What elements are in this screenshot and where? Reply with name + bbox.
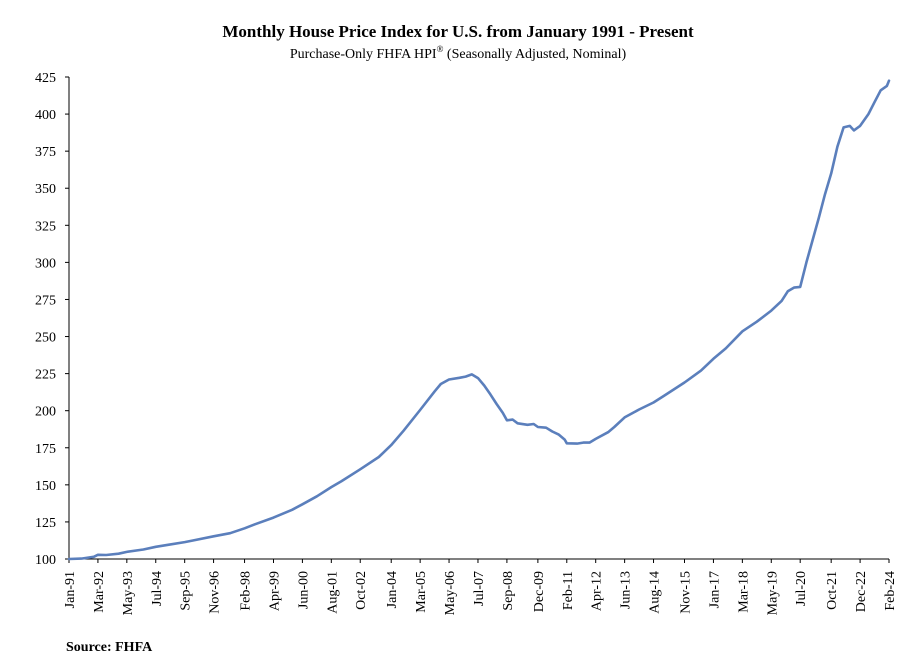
x-tick-label: Apr-99 (267, 571, 282, 611)
chart-subtitle-rest: (Seasonally Adjusted, Nominal) (443, 47, 626, 62)
y-tick-label: 400 (35, 108, 56, 123)
x-tick-label: Oct-21 (825, 571, 840, 610)
x-tick-label: Oct-02 (354, 571, 369, 610)
x-tick-label: Mar-18 (736, 571, 751, 613)
x-tick-label: Jul-07 (472, 571, 487, 606)
chart-title: Monthly House Price Index for U.S. from … (222, 22, 694, 41)
series-group (67, 79, 891, 561)
y-tick-label: 350 (35, 182, 56, 197)
x-tick-label: Dec-09 (532, 571, 547, 612)
x-axis: Jan-91 Mar-92 May-93 Jul-94 Sep-95 Nov-96 Feb-… (63, 558, 898, 615)
x-tick-label: Jan-04 (385, 571, 400, 608)
x-tick-label: Jun-00 (296, 571, 311, 609)
y-tick-label: 150 (35, 479, 56, 494)
y-tick-label: 175 (35, 442, 56, 457)
x-tick-label: Feb-11 (561, 571, 576, 610)
y-tick-label: 425 (35, 71, 56, 86)
x-tick-label: Feb-98 (239, 571, 254, 611)
x-tick-label: Jan-17 (707, 571, 722, 608)
y-tick-label: 225 (35, 368, 56, 383)
x-tick-label: Jul-94 (150, 571, 165, 606)
y-tick-label: 100 (35, 553, 56, 568)
x-tick-label: Aug-14 (648, 571, 663, 614)
chart-subtitle-sup: ® (437, 44, 444, 54)
x-tick-label: Aug-01 (325, 571, 340, 614)
x-tick-label: Jul-20 (794, 571, 809, 606)
y-tick-label: 325 (35, 219, 56, 234)
x-tick-label: Jun-13 (619, 571, 634, 609)
x-tick-label: Mar-05 (414, 571, 429, 613)
y-tick-label: 250 (35, 331, 56, 346)
x-tick-label: May-06 (443, 571, 458, 615)
x-tick-label: May-93 (121, 571, 136, 615)
x-tick-label: May-19 (765, 571, 780, 615)
x-tick-label: Feb-24 (883, 571, 898, 611)
source-note: Source: FHFA (66, 640, 153, 655)
y-tick-label: 300 (35, 256, 56, 271)
y-tick-label: 200 (35, 405, 56, 420)
y-axis: 100 125 150 175 200 225 250 275 300 325 350 375 400 4… (35, 71, 70, 568)
x-tick-label: Dec-22 (854, 571, 869, 612)
chart-subtitle-main: Purchase-Only FHFA HPI (290, 47, 437, 62)
series-line-hpi (67, 79, 891, 561)
chart-subtitle: Purchase-Only FHFA HPI® (Seasonally Adju… (290, 44, 627, 62)
x-tick-label: Jan-91 (63, 571, 78, 608)
x-tick-label: Apr-12 (590, 571, 605, 611)
y-tick-label: 375 (35, 145, 56, 160)
x-tick-label: Nov-15 (679, 571, 694, 614)
x-tick-label: Sep-08 (501, 571, 516, 611)
x-tick-label: Mar-92 (92, 571, 107, 613)
x-tick-label: Sep-95 (179, 571, 194, 611)
y-tick-label: 275 (35, 293, 56, 308)
x-tick-label: Nov-96 (208, 571, 223, 614)
y-tick-label: 125 (35, 516, 56, 531)
